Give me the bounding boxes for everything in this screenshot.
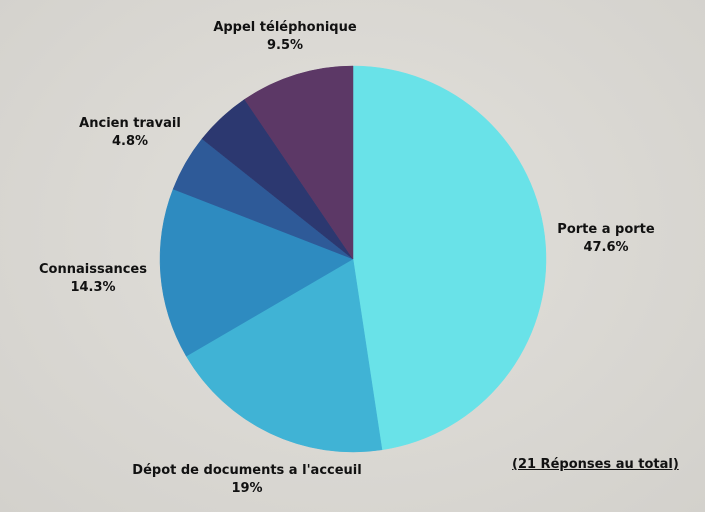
- slice-label-ancien-travail: Ancien travail 4.8%: [79, 115, 181, 151]
- slice-percent: 4.8%: [111, 134, 149, 149]
- pie-slice-1: [352, 65, 547, 451]
- slice-name: Connaissances: [39, 262, 147, 277]
- slice-name: Porte a porte: [557, 222, 655, 237]
- slice-label-appel-telephonique: Appel téléphonique 9.5%: [213, 19, 356, 55]
- pie-slice-6: [244, 65, 354, 260]
- slice-percent: 47.6%: [583, 240, 629, 255]
- pie-slice-2: [185, 258, 383, 453]
- slice-label-porte-a-porte: Porte a porte 47.6%: [557, 221, 654, 257]
- slice-name: Appel téléphonique: [213, 20, 357, 35]
- slice-percent: 14.3%: [70, 280, 116, 295]
- slice-percent: 9.5%: [266, 38, 304, 53]
- pie-slice-3: [159, 188, 354, 357]
- slice-percent: 19%: [231, 481, 263, 496]
- slice-name: Dépot de documents a l'acceuil: [132, 463, 362, 478]
- total-responses-note: (21 Réponses au total): [512, 457, 679, 472]
- slice-name: Ancien travail: [79, 116, 181, 131]
- slice-label-depot-documents: Dépot de documents a l'acceuil 19%: [132, 462, 361, 498]
- slice-label-connaissances: Connaissances 14.3%: [39, 261, 147, 297]
